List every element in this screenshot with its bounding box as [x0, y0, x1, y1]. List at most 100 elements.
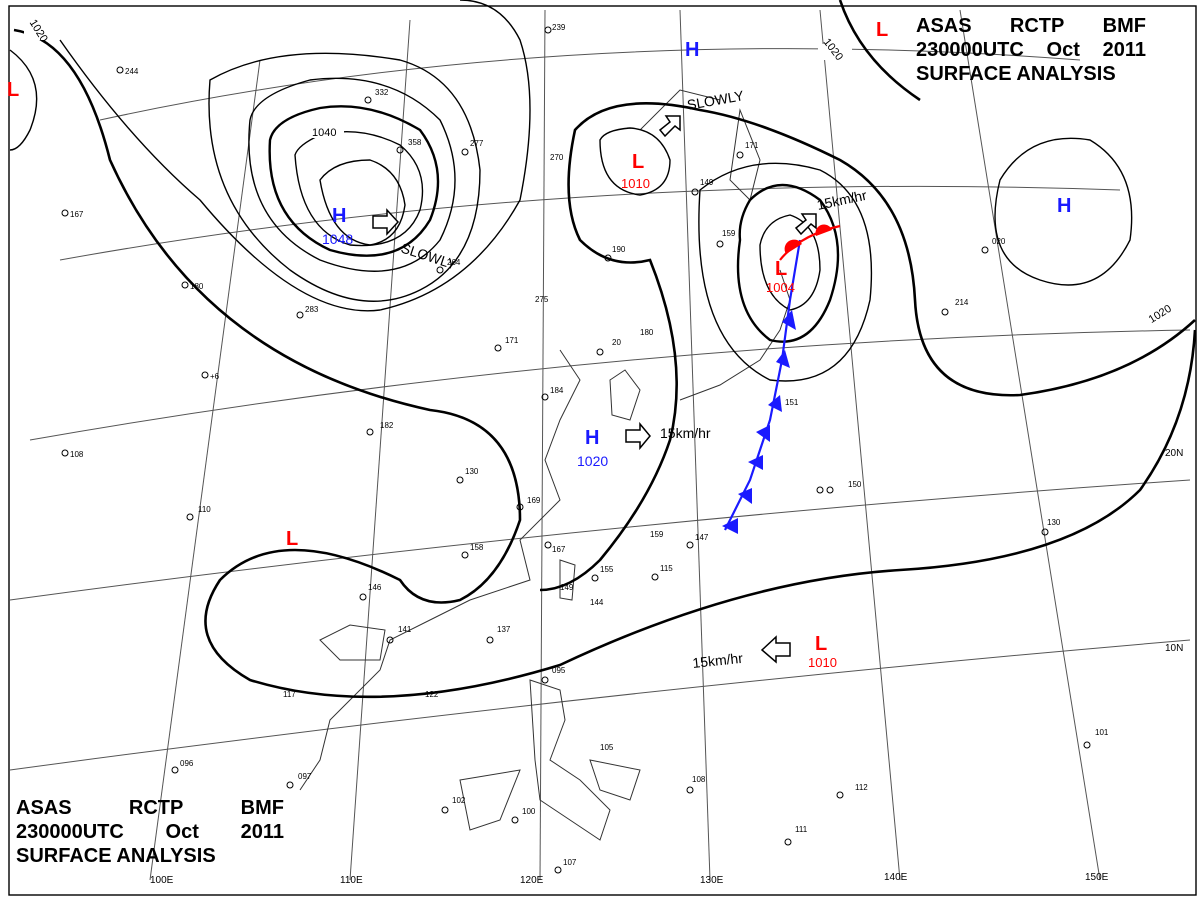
svg-text:275: 275 [535, 295, 549, 304]
lon-label-110e: 110E [340, 875, 363, 886]
header-time: 230000UTC [916, 39, 1024, 61]
svg-text:122: 122 [425, 690, 439, 699]
svg-text:097: 097 [298, 772, 312, 781]
svg-text:105: 105 [600, 743, 614, 752]
movement-arrow-northeast-1004 [794, 213, 817, 236]
svg-text:214: 214 [955, 298, 969, 307]
footer-month: Oct [165, 821, 199, 843]
lon-label-150e: 150E [1085, 872, 1109, 883]
footer-id-line: ASAS RCTP BMF [16, 796, 284, 820]
svg-text:+6: +6 [210, 372, 220, 381]
svg-text:358: 358 [408, 138, 422, 147]
svg-text:095: 095 [552, 666, 566, 675]
svg-text:149: 149 [560, 583, 574, 592]
svg-text:108: 108 [70, 450, 84, 459]
lat-label-20n: 20N [1165, 448, 1183, 459]
low-center-1004-letter: L [775, 258, 787, 280]
cold-front [722, 239, 802, 534]
svg-text:169: 169 [527, 496, 541, 505]
svg-text:270: 270 [550, 153, 564, 162]
high-center-1020-value: 1020 [577, 453, 608, 469]
header-word-1: ASAS [916, 15, 972, 37]
svg-text:159: 159 [650, 530, 664, 539]
low-center-northeast-letter: L [876, 19, 888, 41]
footer-time-line: 230000UTC Oct 2011 [16, 820, 284, 844]
svg-text:096: 096 [180, 759, 194, 768]
footer-word-1: ASAS [16, 797, 72, 819]
svg-text:130: 130 [465, 467, 479, 476]
svg-text:277: 277 [470, 139, 484, 148]
svg-text:20: 20 [612, 338, 621, 347]
high-center-east-letter: H [1057, 195, 1071, 217]
low-center-1010-south-letter: L [815, 633, 827, 655]
header-year: 2011 [1102, 39, 1146, 61]
graticule-labels: 100E 110E 120E 130E 140E 150E 20N 10N [150, 448, 1183, 886]
header-id-line: ASAS RCTP BMF [916, 14, 1146, 38]
lon-label-130e: 130E [700, 875, 724, 886]
svg-text:147: 147 [695, 533, 709, 542]
map-border [8, 5, 1197, 896]
low-center-1004-value: 1004 [766, 280, 795, 295]
svg-text:117: 117 [283, 690, 296, 699]
high-center-1020-letter: H [585, 427, 599, 449]
header-bottom: ASAS RCTP BMF 230000UTC Oct 2011 SURFACE… [16, 796, 284, 868]
header-word-3: BMF [1102, 15, 1146, 37]
low-center-1010-north-value: 1010 [621, 176, 650, 191]
high-center-north-letter: H [685, 39, 699, 61]
svg-text:137: 137 [497, 625, 511, 634]
station-labels: 244 167 180 +6 108 110 283 182 130 158 169 146 1… [70, 23, 1109, 867]
svg-text:167: 167 [552, 545, 566, 554]
svg-text:190: 190 [612, 245, 626, 254]
svg-text:102: 102 [452, 796, 466, 805]
svg-text:171: 171 [505, 336, 519, 345]
movement-arrow-east-1020 [625, 421, 651, 451]
graticule [9, 9, 1191, 881]
svg-text:239: 239 [552, 23, 566, 32]
svg-text:332: 332 [375, 88, 389, 97]
header-title: SURFACE ANALYSIS [916, 63, 1116, 85]
svg-text:180: 180 [190, 282, 204, 291]
svg-text:111: 111 [795, 825, 808, 834]
isobars [9, 0, 1197, 699]
svg-text:151: 151 [785, 398, 799, 407]
svg-text:171: 171 [745, 141, 759, 150]
movement-label-1010-south: 15km/hr [692, 650, 744, 671]
svg-text:159: 159 [722, 229, 736, 238]
svg-text:146: 146 [368, 583, 382, 592]
lon-label-120e: 120E [520, 875, 544, 886]
svg-text:158: 158 [470, 543, 484, 552]
isobar-label-1040: 1040 [312, 127, 336, 139]
footer-word-2: RCTP [128, 797, 184, 819]
high-center-1048-letter: H [332, 205, 346, 227]
svg-text:108: 108 [692, 775, 706, 784]
svg-text:167: 167 [70, 210, 84, 219]
svg-text:101: 101 [1095, 728, 1109, 737]
svg-text:130: 130 [1047, 518, 1061, 527]
pressure-centers: H 1048 H 1020 H H L 1010 L 1004 L 1010 L… [7, 19, 1071, 670]
svg-text:182: 182 [380, 421, 394, 430]
svg-text:155: 155 [600, 565, 614, 574]
footer-year: 2011 [240, 821, 284, 843]
svg-text:283: 283 [305, 305, 319, 314]
lon-label-100e: 100E [150, 875, 174, 886]
svg-text:244: 244 [125, 67, 139, 76]
svg-text:264: 264 [447, 258, 461, 267]
header-time-line: 230000UTC Oct 2011 [916, 38, 1146, 62]
movement-arrow-northeast-1010 [658, 115, 681, 138]
high-center-1048-value: 1048 [322, 231, 353, 247]
warm-front [779, 224, 841, 261]
coastlines [299, 89, 791, 841]
svg-text:150: 150 [848, 480, 862, 489]
low-center-west-letter: L [286, 528, 298, 550]
footer-time: 230000UTC [16, 821, 124, 843]
lon-label-140e: 140E [884, 872, 908, 883]
low-center-1010-south-value: 1010 [808, 655, 837, 670]
header-top: ASAS RCTP BMF 230000UTC Oct 2011 SURFACE… [916, 14, 1146, 86]
svg-text:107: 107 [563, 858, 577, 867]
header-word-2: RCTP [1009, 15, 1065, 37]
low-center-northwest-letter: L [7, 79, 19, 101]
svg-text:100: 100 [522, 807, 536, 816]
svg-text:020: 020 [992, 237, 1006, 246]
svg-text:184: 184 [550, 386, 564, 395]
